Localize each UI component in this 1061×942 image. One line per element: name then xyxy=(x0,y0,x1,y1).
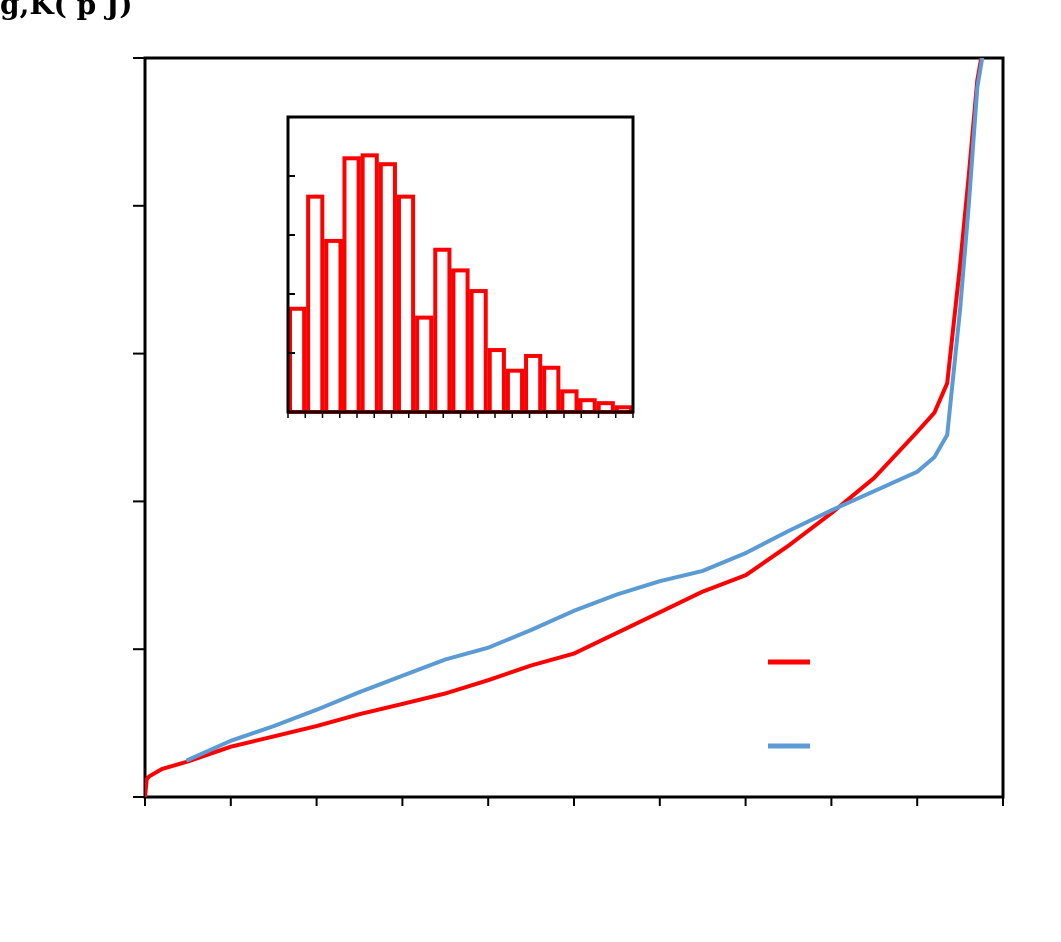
inset-bar-12 xyxy=(505,368,525,415)
inset-bar-9 xyxy=(451,268,470,414)
inset-bar-11 xyxy=(487,348,506,414)
inset-histogram xyxy=(286,115,635,418)
inset-bar-14 xyxy=(542,365,561,414)
legend xyxy=(768,659,810,749)
inset-bar-13 xyxy=(524,353,543,415)
inset-bar-0 xyxy=(288,306,307,414)
inset-bar-15 xyxy=(560,389,579,415)
inset-bar-7 xyxy=(415,315,434,415)
inset-bar-3 xyxy=(342,156,361,414)
inset-bar-10 xyxy=(469,289,488,414)
series-line-1 xyxy=(185,58,985,762)
inset-bar-2 xyxy=(324,238,343,414)
main-series-group xyxy=(145,58,985,797)
series-line-0 xyxy=(145,58,984,797)
inset-bar-16 xyxy=(578,398,597,415)
inset-bar-4 xyxy=(360,153,379,414)
main-axes xyxy=(133,56,1005,806)
inset-bar-8 xyxy=(433,247,452,414)
inset-frame-outline xyxy=(286,115,635,414)
y-axis-label: g,K( p J) xyxy=(0,0,133,21)
inset-bar-6 xyxy=(396,194,416,414)
inset-bar-5 xyxy=(378,162,397,414)
inset-bar-1 xyxy=(306,194,325,414)
